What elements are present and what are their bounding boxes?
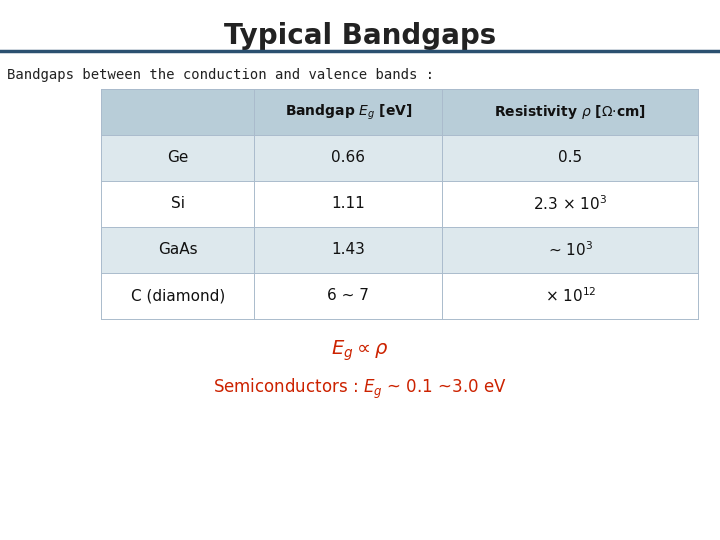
Text: 6 ~ 7: 6 ~ 7 — [328, 288, 369, 303]
FancyBboxPatch shape — [101, 227, 698, 273]
Text: Resistivity $\rho$ [$\Omega$$\cdot$cm]: Resistivity $\rho$ [$\Omega$$\cdot$cm] — [495, 103, 647, 121]
Text: $E_g \propto \rho$: $E_g \propto \rho$ — [331, 339, 389, 363]
Text: 0.5: 0.5 — [558, 151, 582, 165]
Text: GaAs: GaAs — [158, 242, 197, 257]
FancyBboxPatch shape — [101, 273, 698, 319]
Text: × 10$^{12}$: × 10$^{12}$ — [544, 286, 596, 305]
FancyBboxPatch shape — [101, 89, 698, 135]
FancyBboxPatch shape — [101, 181, 698, 227]
Text: Typical Bandgaps: Typical Bandgaps — [224, 22, 496, 50]
Text: Bandgaps between the conduction and valence bands :: Bandgaps between the conduction and vale… — [7, 68, 434, 82]
Text: Semiconductors : $E_g$ ~ 0.1 ~3.0 eV: Semiconductors : $E_g$ ~ 0.1 ~3.0 eV — [213, 377, 507, 401]
Text: 0.66: 0.66 — [331, 151, 365, 165]
Text: ~ 10$^3$: ~ 10$^3$ — [548, 240, 593, 259]
FancyBboxPatch shape — [101, 135, 698, 181]
Text: Bandgap $E_g$ [eV]: Bandgap $E_g$ [eV] — [284, 103, 412, 122]
Text: Ge: Ge — [167, 151, 189, 165]
Text: 2.3 × 10$^3$: 2.3 × 10$^3$ — [534, 194, 608, 213]
Text: C (diamond): C (diamond) — [130, 288, 225, 303]
Text: 1.11: 1.11 — [331, 197, 365, 211]
Text: 1.43: 1.43 — [331, 242, 365, 257]
Text: Si: Si — [171, 197, 184, 211]
